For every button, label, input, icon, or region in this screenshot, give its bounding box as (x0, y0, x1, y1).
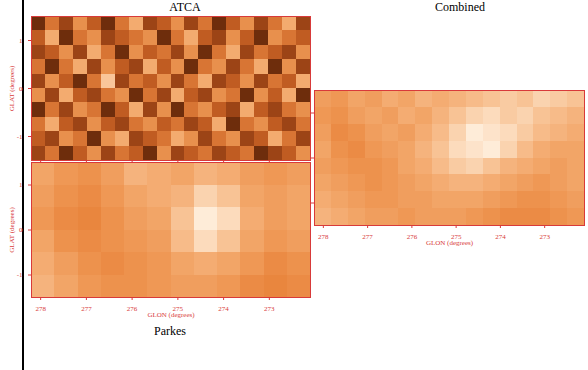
svg-text:277: 277 (362, 233, 373, 241)
svg-text:277: 277 (81, 305, 92, 313)
svg-text:273: 273 (264, 305, 275, 313)
svg-text:1: 1 (19, 37, 23, 45)
svg-text:GLAT (degrees): GLAT (degrees) (8, 207, 16, 253)
svg-text:GLAT (degrees): GLAT (degrees) (8, 65, 16, 111)
html-text:ATCA: ATCA (169, 0, 201, 14)
svg-text:276: 276 (127, 305, 138, 313)
svg-text:0: 0 (19, 85, 23, 93)
svg-text:1: 1 (19, 181, 23, 189)
svg-text:278: 278 (318, 233, 329, 241)
svg-text:274: 274 (218, 305, 229, 313)
svg-text:275: 275 (450, 233, 462, 242)
html-text:Parkes: Parkes (154, 324, 186, 338)
svg-text:273: 273 (539, 233, 550, 241)
svg-text:GLON (degrees): GLON (degrees) (426, 239, 474, 247)
svg-text:274: 274 (495, 233, 506, 241)
svg-text:GLON (degrees): GLON (degrees) (147, 311, 195, 319)
svg-text:0: 0 (19, 226, 23, 234)
svg-text:278: 278 (35, 305, 46, 313)
html-text:Combined: Combined (435, 0, 485, 14)
svg-text:275: 275 (172, 305, 184, 314)
svg-text:-1: -1 (17, 133, 23, 141)
svg-text:276: 276 (407, 233, 418, 241)
svg-text:-1: -1 (17, 271, 23, 279)
